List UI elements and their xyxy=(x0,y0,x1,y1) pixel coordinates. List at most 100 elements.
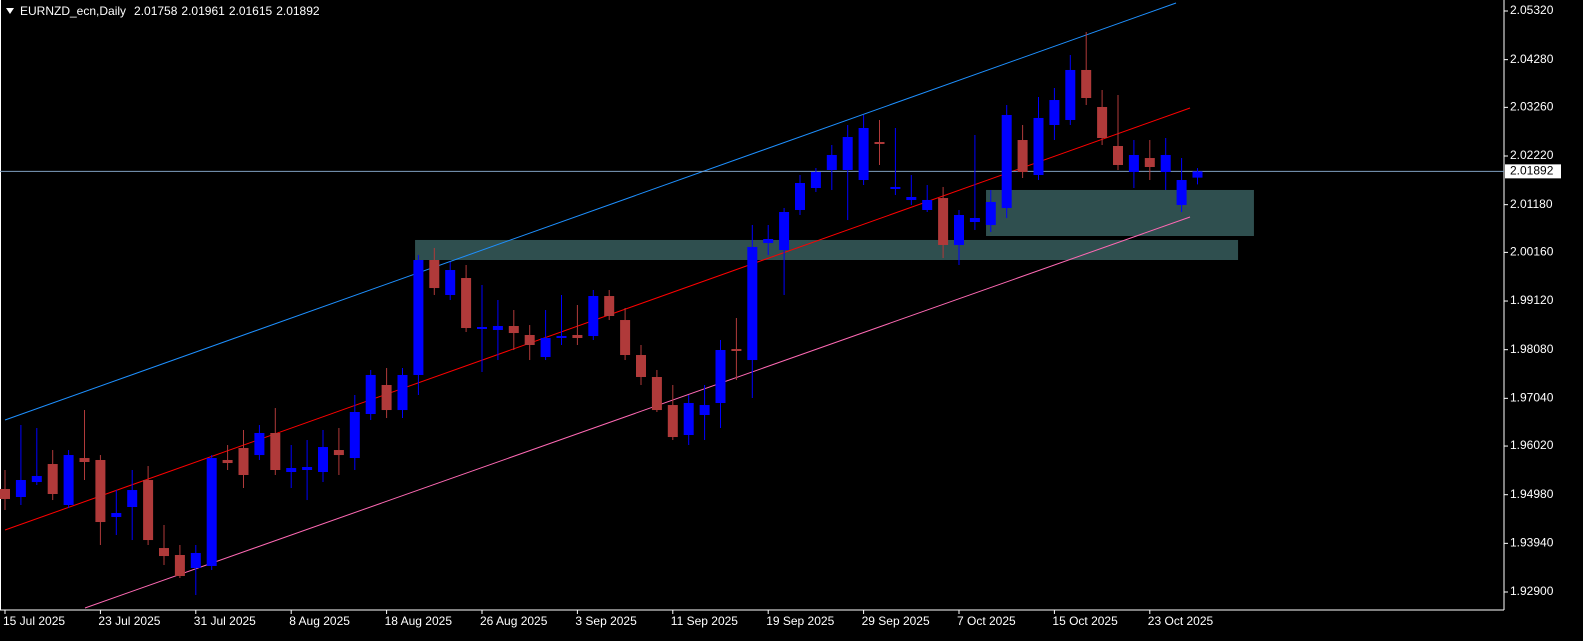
candle-body xyxy=(763,238,774,244)
y-tick-label: 1.92900 xyxy=(1510,584,1554,598)
candle-body xyxy=(1017,140,1028,173)
candle-body xyxy=(1081,69,1092,99)
candle-body xyxy=(1097,106,1108,139)
x-tick-label: 29 Sep 2025 xyxy=(862,614,930,628)
candle-body xyxy=(127,490,138,508)
candle-body xyxy=(492,326,503,330)
menu-arrow xyxy=(6,8,14,14)
candle-body xyxy=(874,142,885,144)
candle-body xyxy=(1001,114,1012,208)
x-tick-label: 8 Aug 2025 xyxy=(289,614,350,628)
candle-body xyxy=(111,512,122,518)
candle-body xyxy=(810,172,821,189)
y-tick-label: 1.93940 xyxy=(1510,536,1554,550)
x-tick-label: 18 Aug 2025 xyxy=(385,614,453,628)
y-tick-label: 2.01180 xyxy=(1510,197,1553,211)
candle-body xyxy=(938,198,949,245)
y-tick-label: 1.97040 xyxy=(1510,391,1554,405)
x-tick-label: 15 Jul 2025 xyxy=(3,614,65,628)
candle-body xyxy=(508,326,519,334)
candle-body xyxy=(1192,171,1203,178)
candle-body xyxy=(922,199,933,210)
x-tick-label: 15 Oct 2025 xyxy=(1052,614,1118,628)
candle-body xyxy=(715,350,726,404)
candle-body xyxy=(143,480,154,541)
candle-body xyxy=(779,212,790,250)
candle-body xyxy=(349,411,360,459)
x-tick-label: 26 Aug 2025 xyxy=(480,614,548,628)
candle-body xyxy=(429,260,440,289)
candle-body xyxy=(1049,100,1060,125)
candle-body xyxy=(302,467,313,470)
open-value: 2.01758 xyxy=(134,4,178,18)
candle-body xyxy=(1160,154,1171,173)
candle-body xyxy=(588,296,599,337)
candle-body xyxy=(333,450,344,456)
x-tick-label: 31 Jul 2025 xyxy=(194,614,256,628)
candle-body xyxy=(890,186,901,189)
candle-body xyxy=(524,334,535,346)
y-tick-label: 2.05320 xyxy=(1510,3,1554,17)
x-tick-label: 23 Oct 2025 xyxy=(1148,614,1214,628)
candle-body xyxy=(747,246,758,361)
candle-body xyxy=(31,475,42,483)
symbol: EURNZD_ecn,Daily xyxy=(20,4,126,18)
candle-body xyxy=(318,447,328,473)
candle-body xyxy=(731,349,742,351)
candle-body xyxy=(270,432,281,470)
candle-body xyxy=(572,334,583,338)
price-label-box xyxy=(1505,164,1561,179)
candle-body xyxy=(651,377,662,411)
candle-body xyxy=(413,260,424,375)
y-tick-label: 1.94980 xyxy=(1510,487,1554,501)
candle-body xyxy=(556,336,567,338)
zone xyxy=(415,239,1239,261)
y-tick-label: 1.98080 xyxy=(1510,342,1554,356)
candle-body xyxy=(79,458,90,462)
candle-body xyxy=(238,448,249,476)
y-tick-label: 2.02220 xyxy=(1510,148,1554,162)
candle-body xyxy=(683,403,694,436)
x-tick-label: 3 Sep 2025 xyxy=(575,614,637,628)
candle-body xyxy=(954,215,964,245)
trendline xyxy=(84,216,1191,609)
y-tick-label: 1.99120 xyxy=(1510,293,1554,307)
candle-body xyxy=(699,405,710,415)
candle-body xyxy=(63,455,74,505)
candle-body xyxy=(365,374,376,415)
candle-body xyxy=(842,137,853,170)
trendline xyxy=(4,2,1177,421)
candle-body xyxy=(445,270,456,295)
close-value: 2.01892 xyxy=(276,4,320,18)
candle-body xyxy=(858,127,869,181)
x-tick-label: 7 Oct 2025 xyxy=(957,614,1016,628)
candle-body xyxy=(254,432,265,456)
candle-body xyxy=(190,552,201,569)
candle-body xyxy=(985,201,996,226)
candle-body xyxy=(1176,180,1187,205)
candle-body xyxy=(461,278,472,329)
candle-body xyxy=(95,459,106,523)
candle-body xyxy=(1065,69,1076,120)
candle-body xyxy=(620,320,631,356)
candle-body xyxy=(1113,146,1123,165)
x-tick-label: 19 Sep 2025 xyxy=(766,614,834,628)
candle-body xyxy=(174,554,185,577)
candle-body xyxy=(47,464,58,494)
chart-title: EURNZD_ecn,Daily 2.01758 2.01961 2.01615 2.0… xyxy=(20,4,320,18)
x-tick-label: 23 Jul 2025 xyxy=(98,614,160,628)
candle-body xyxy=(15,480,26,497)
candle-body xyxy=(826,154,837,170)
candle-body xyxy=(381,384,392,411)
y-tick-label: 2.00160 xyxy=(1510,245,1554,259)
candle-body xyxy=(206,458,217,566)
candle-body xyxy=(1128,154,1139,173)
price-label: 2.01892 xyxy=(1510,164,1554,178)
low-value: 2.01615 xyxy=(229,4,273,18)
candle-body xyxy=(1033,117,1044,176)
candle-body xyxy=(604,296,615,316)
candle-body xyxy=(397,374,408,411)
candle-body xyxy=(477,326,487,330)
